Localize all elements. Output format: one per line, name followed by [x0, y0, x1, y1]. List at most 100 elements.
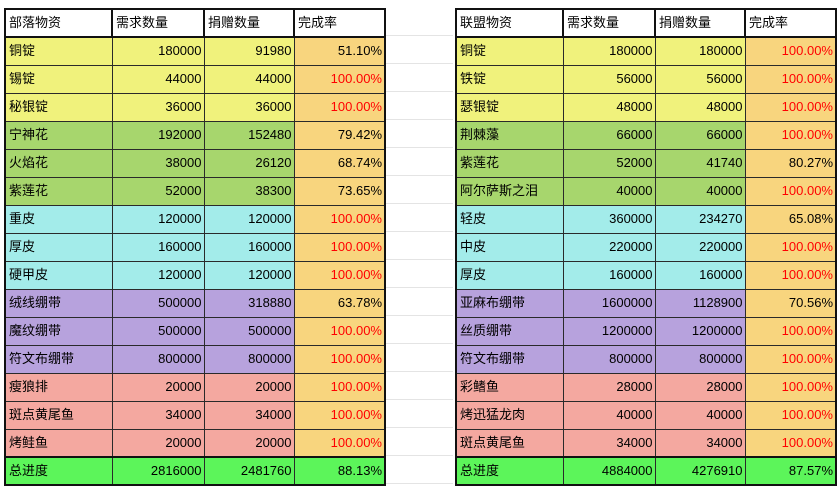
completion-rate-cell[interactable]: 79.42%	[293, 120, 386, 150]
item-name-cell[interactable]: 绒线绷带	[4, 288, 113, 318]
completion-rate-cell[interactable]: 100.00%	[744, 176, 837, 206]
donated-qty-cell[interactable]: 40000	[654, 400, 746, 430]
item-name-cell[interactable]: 紫莲花	[4, 176, 113, 206]
donated-qty-cell[interactable]: 152480	[203, 120, 295, 150]
required-qty-cell[interactable]: 36000	[111, 92, 205, 122]
required-qty-cell[interactable]: 220000	[562, 232, 656, 262]
required-qty-cell[interactable]: 34000	[111, 400, 205, 430]
required-qty-cell[interactable]: 180000	[111, 36, 205, 66]
required-qty-cell[interactable]: 1600000	[562, 288, 656, 318]
completion-rate-cell[interactable]: 51.10%	[293, 36, 386, 66]
completion-rate-cell[interactable]: 100.00%	[744, 428, 837, 458]
completion-rate-cell[interactable]: 100.00%	[293, 372, 386, 402]
item-name-cell[interactable]: 秘银锭	[4, 92, 113, 122]
completion-rate-cell[interactable]: 63.78%	[293, 288, 386, 318]
item-name-cell[interactable]: 轻皮	[455, 204, 564, 234]
column-header[interactable]: 联盟物资	[455, 8, 564, 38]
completion-rate-cell[interactable]: 68.74%	[293, 148, 386, 178]
completion-rate-cell[interactable]: 100.00%	[744, 120, 837, 150]
donated-qty-cell[interactable]: 160000	[203, 232, 295, 262]
required-qty-cell[interactable]: 192000	[111, 120, 205, 150]
completion-rate-cell[interactable]: 100.00%	[293, 428, 386, 458]
completion-rate-cell[interactable]: 100.00%	[293, 344, 386, 374]
required-qty-cell[interactable]: 56000	[562, 64, 656, 94]
required-qty-cell[interactable]: 40000	[562, 176, 656, 206]
required-qty-cell[interactable]: 160000	[111, 232, 205, 262]
donated-qty-cell[interactable]: 34000	[203, 400, 295, 430]
donated-qty-cell[interactable]: 56000	[654, 64, 746, 94]
completion-rate-cell[interactable]: 73.65%	[293, 176, 386, 206]
item-name-cell[interactable]: 瘦狼排	[4, 372, 113, 402]
required-qty-cell[interactable]: 44000	[111, 64, 205, 94]
donated-qty-cell[interactable]: 1128900	[654, 288, 746, 318]
item-name-cell[interactable]: 荆棘藻	[455, 120, 564, 150]
column-header[interactable]: 完成率	[293, 8, 386, 38]
required-qty-cell[interactable]: 120000	[111, 204, 205, 234]
completion-rate-cell[interactable]: 100.00%	[744, 64, 837, 94]
donated-qty-cell[interactable]: 34000	[654, 428, 746, 458]
required-qty-cell[interactable]: 28000	[562, 372, 656, 402]
completion-rate-cell[interactable]: 100.00%	[744, 344, 837, 374]
completion-rate-cell[interactable]: 100.00%	[744, 316, 837, 346]
donated-qty-cell[interactable]: 500000	[203, 316, 295, 346]
total-completion-rate-cell[interactable]: 88.13%	[293, 456, 386, 486]
completion-rate-cell[interactable]: 100.00%	[293, 204, 386, 234]
required-qty-cell[interactable]: 180000	[562, 36, 656, 66]
completion-rate-cell[interactable]: 100.00%	[293, 400, 386, 430]
donated-qty-cell[interactable]: 48000	[654, 92, 746, 122]
item-name-cell[interactable]: 烤鲑鱼	[4, 428, 113, 458]
donated-qty-cell[interactable]: 160000	[654, 260, 746, 290]
donated-qty-cell[interactable]: 120000	[203, 260, 295, 290]
required-qty-cell[interactable]: 500000	[111, 288, 205, 318]
required-qty-cell[interactable]: 360000	[562, 204, 656, 234]
donated-qty-cell[interactable]: 36000	[203, 92, 295, 122]
donated-qty-cell[interactable]: 800000	[654, 344, 746, 374]
donated-qty-cell[interactable]: 91980	[203, 36, 295, 66]
item-name-cell[interactable]: 硬甲皮	[4, 260, 113, 290]
column-header[interactable]: 需求数量	[562, 8, 656, 38]
completion-rate-cell[interactable]: 65.08%	[744, 204, 837, 234]
item-name-cell[interactable]: 铁锭	[455, 64, 564, 94]
completion-rate-cell[interactable]: 100.00%	[744, 400, 837, 430]
column-header[interactable]: 需求数量	[111, 8, 205, 38]
total-donated-qty-cell[interactable]: 2481760	[203, 456, 295, 486]
required-qty-cell[interactable]: 40000	[562, 400, 656, 430]
item-name-cell[interactable]: 宁神花	[4, 120, 113, 150]
donated-qty-cell[interactable]: 40000	[654, 176, 746, 206]
required-qty-cell[interactable]: 34000	[562, 428, 656, 458]
donated-qty-cell[interactable]: 28000	[654, 372, 746, 402]
donated-qty-cell[interactable]: 180000	[654, 36, 746, 66]
required-qty-cell[interactable]: 20000	[111, 372, 205, 402]
required-qty-cell[interactable]: 52000	[111, 176, 205, 206]
completion-rate-cell[interactable]: 100.00%	[293, 64, 386, 94]
donated-qty-cell[interactable]: 41740	[654, 148, 746, 178]
completion-rate-cell[interactable]: 70.56%	[744, 288, 837, 318]
column-header[interactable]: 部落物资	[4, 8, 113, 38]
item-name-cell[interactable]: 中皮	[455, 232, 564, 262]
column-header[interactable]: 捐赠数量	[654, 8, 746, 38]
item-name-cell[interactable]: 丝质绷带	[455, 316, 564, 346]
item-name-cell[interactable]: 铜锭	[4, 36, 113, 66]
donated-qty-cell[interactable]: 120000	[203, 204, 295, 234]
donated-qty-cell[interactable]: 234270	[654, 204, 746, 234]
item-name-cell[interactable]: 厚皮	[455, 260, 564, 290]
item-name-cell[interactable]: 斑点黄尾鱼	[455, 428, 564, 458]
donated-qty-cell[interactable]: 318880	[203, 288, 295, 318]
completion-rate-cell[interactable]: 100.00%	[293, 92, 386, 122]
column-header[interactable]: 捐赠数量	[203, 8, 295, 38]
required-qty-cell[interactable]: 66000	[562, 120, 656, 150]
completion-rate-cell[interactable]: 100.00%	[744, 260, 837, 290]
donated-qty-cell[interactable]: 800000	[203, 344, 295, 374]
required-qty-cell[interactable]: 500000	[111, 316, 205, 346]
required-qty-cell[interactable]: 800000	[111, 344, 205, 374]
donated-qty-cell[interactable]: 66000	[654, 120, 746, 150]
item-name-cell[interactable]: 重皮	[4, 204, 113, 234]
item-name-cell[interactable]: 瑟银锭	[455, 92, 564, 122]
completion-rate-cell[interactable]: 100.00%	[293, 232, 386, 262]
item-name-cell[interactable]: 火焰花	[4, 148, 113, 178]
required-qty-cell[interactable]: 800000	[562, 344, 656, 374]
required-qty-cell[interactable]: 1200000	[562, 316, 656, 346]
required-qty-cell[interactable]: 120000	[111, 260, 205, 290]
item-name-cell[interactable]: 铜锭	[455, 36, 564, 66]
total-required-qty-cell[interactable]: 4884000	[562, 456, 656, 486]
